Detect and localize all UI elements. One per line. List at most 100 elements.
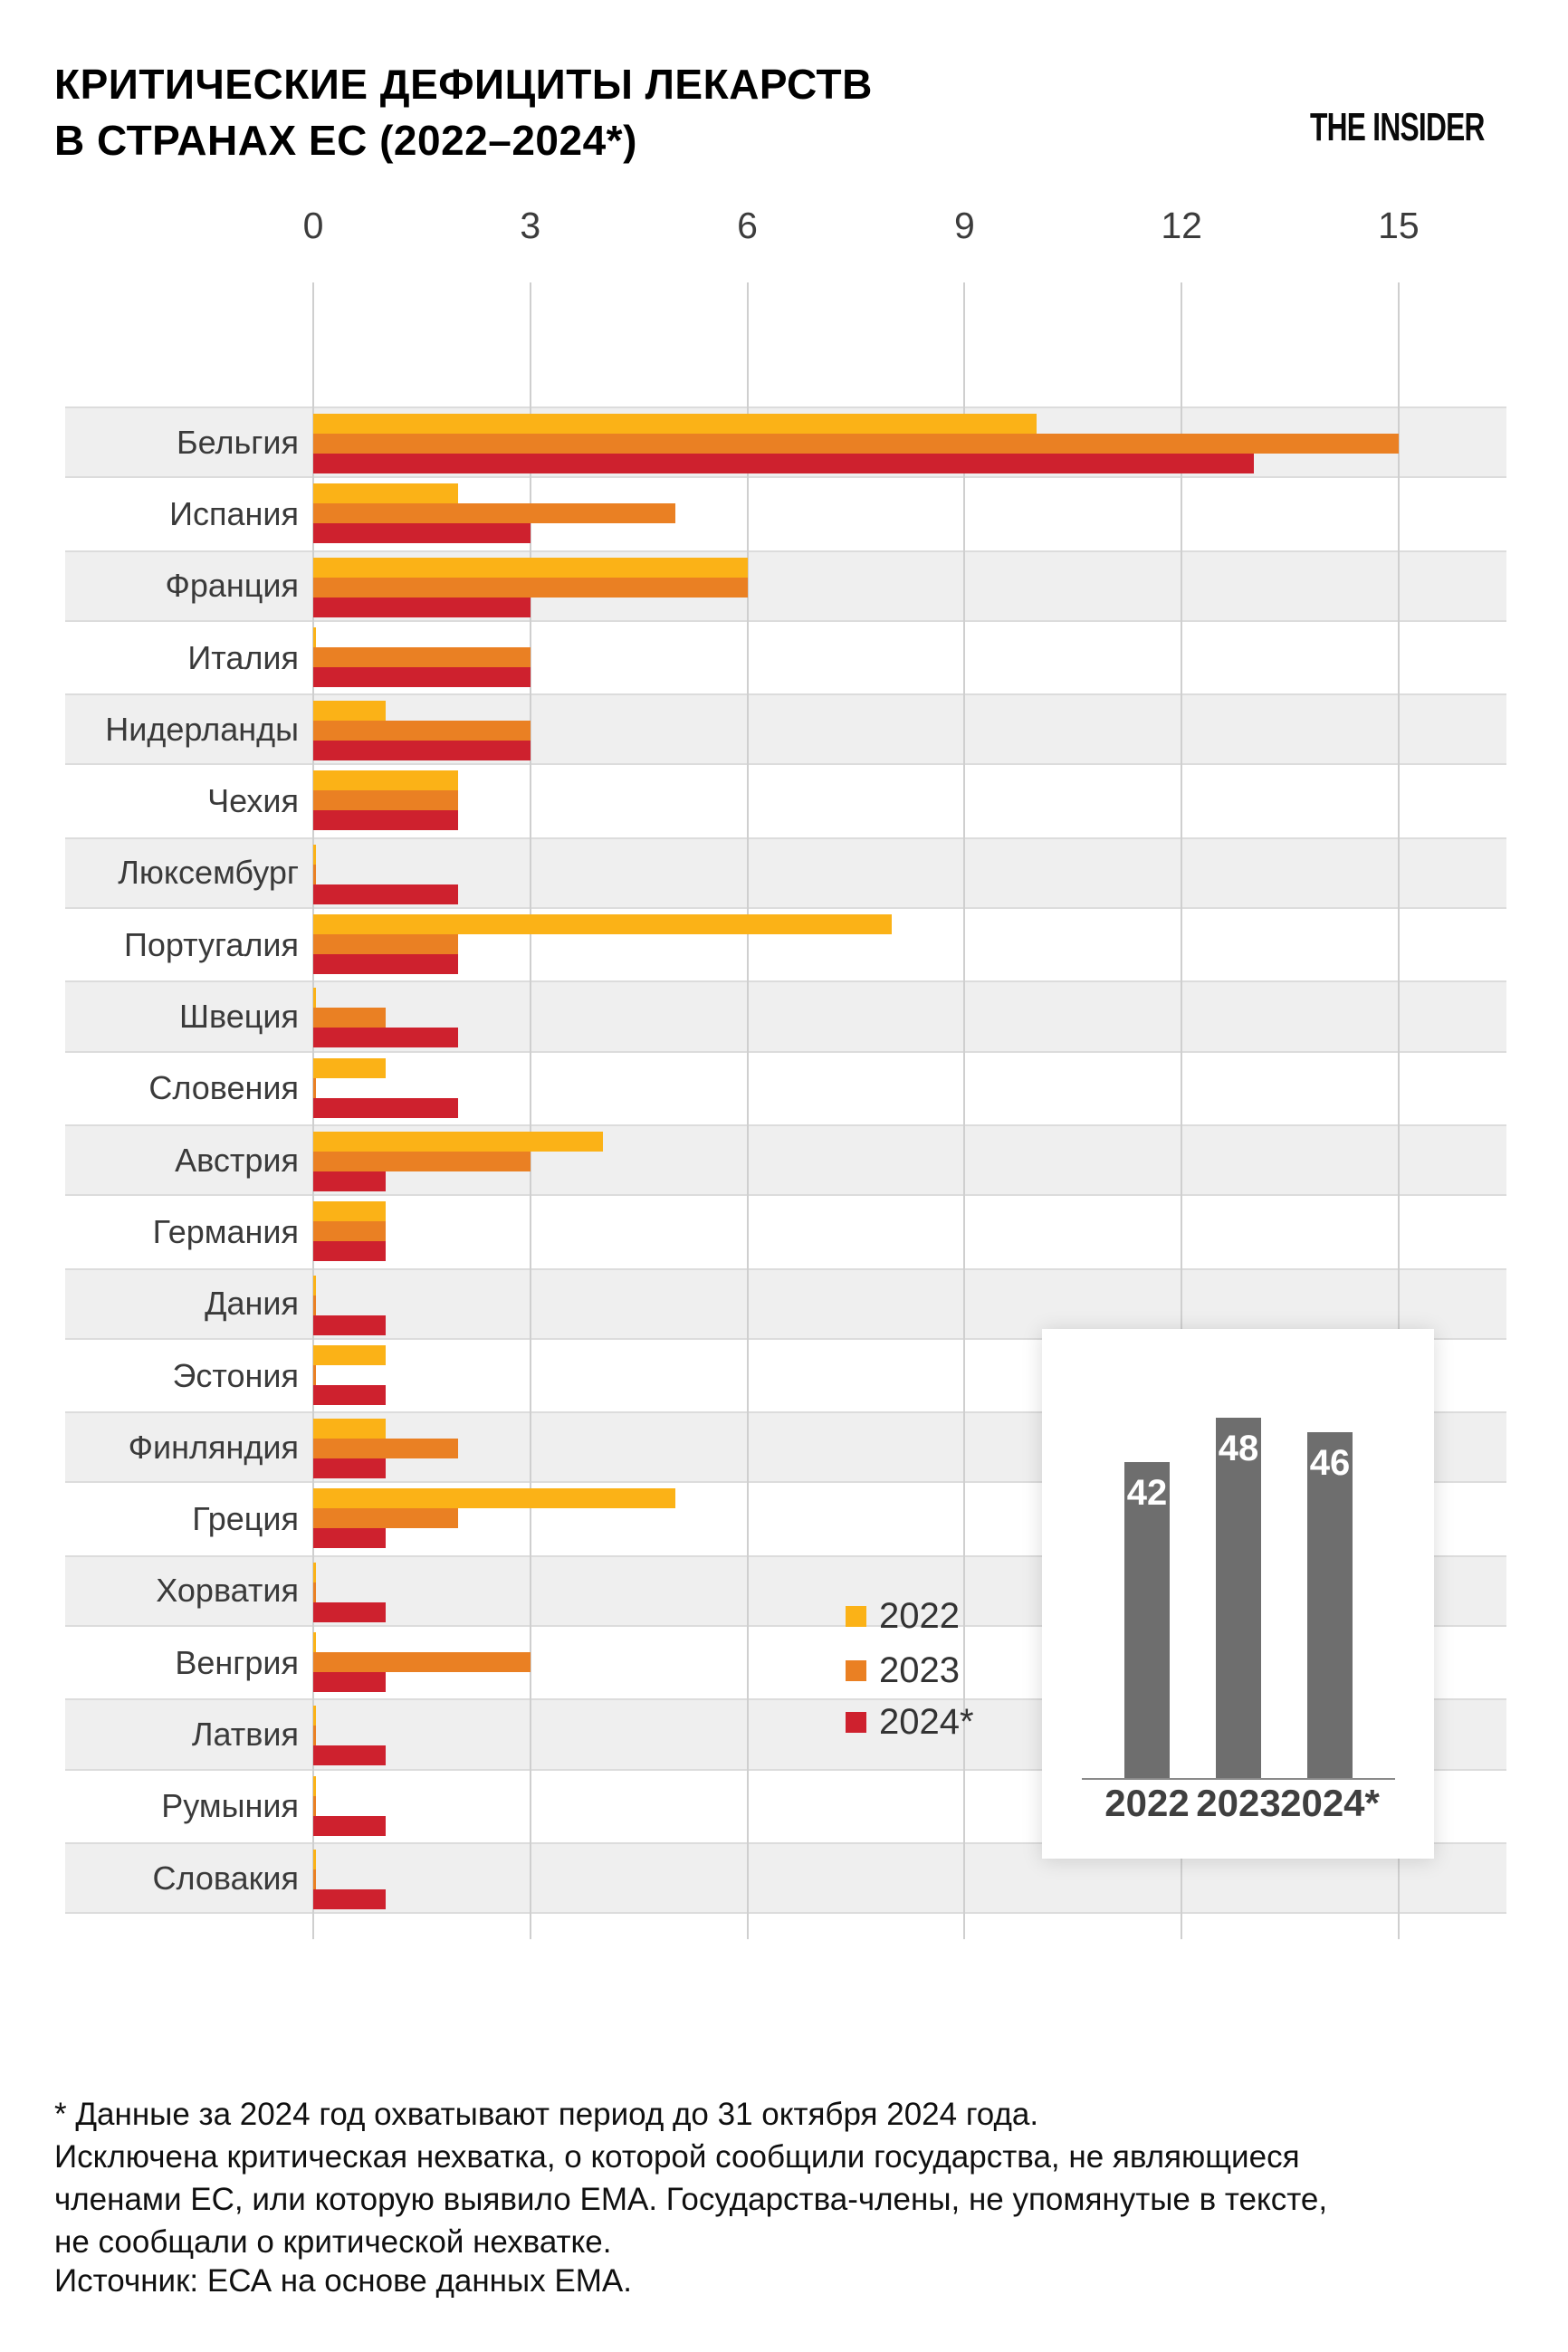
legend-item: 2022 [846,1596,960,1637]
bar-2024 [313,1458,386,1479]
bar-2022 [313,557,748,578]
bar-2024 [313,523,531,544]
country-label: Словакия [152,1859,299,1897]
bar-2024 [313,954,458,975]
bar-2022 [313,1706,316,1726]
bar-2023 [313,434,1399,454]
bar-2023 [313,1295,316,1315]
table-row: Чехия [65,765,1506,837]
bar-2022 [313,770,458,791]
inset-bar-value: 42 [1126,1473,1168,1514]
bar-2024 [313,1672,386,1693]
inset-category-label: 2023 [1196,1782,1281,1824]
bar-2023 [313,1151,531,1171]
bar-2023 [313,1726,316,1746]
bar-chart-rows: Бельгия Испания Франция Италия Нидерланды Чех… [65,406,1506,1915]
bar-2022 [313,1419,386,1439]
country-label: Бельгия [177,423,299,461]
table-row: Дания [65,1267,1506,1340]
bar-2023 [313,1795,316,1816]
bar-group [313,1419,458,1479]
bar-group [313,1057,458,1118]
bar-group [313,1201,386,1262]
bar-group [313,483,675,544]
legend-label: 2024* [879,1702,974,1742]
bar-2022 [313,988,316,1009]
legend-item: 2023 [846,1650,960,1691]
bar-2024 [313,1028,458,1048]
country-label: Венгрия [175,1643,299,1681]
bar-2022 [313,1632,316,1653]
bar-2024 [313,1528,386,1549]
table-row: Италия [65,622,1506,693]
country-label: Чехия [207,782,299,820]
gridline [1397,282,1400,1939]
gridline [963,282,966,1939]
bar-2022 [313,1562,316,1582]
bar-group [313,557,748,617]
country-label: Словения [148,1069,299,1107]
the-insider-logo: THE INSIDER [1310,105,1485,149]
bar-2023 [313,1508,458,1529]
bar-group [313,1131,603,1191]
x-axis-tick: 15 [1378,205,1420,246]
bar-group [313,1562,386,1622]
country-label: Швеция [179,998,299,1036]
bar-2024 [313,1315,386,1335]
bar-2024 [313,1384,386,1405]
inset-bar: 48 [1216,1417,1261,1778]
bar-2024 [313,810,458,831]
country-label: Греция [192,1500,299,1538]
bar-group [313,988,458,1048]
country-label: Нидерланды [105,710,299,748]
legend-swatch [846,1660,866,1681]
inset-bar: 46 [1307,1432,1353,1778]
bar-group [313,626,531,687]
country-label: Латвия [191,1715,299,1753]
bar-2024 [313,741,531,761]
table-row: Румыния [65,1771,1506,1842]
x-axis-tick: 12 [1161,205,1202,246]
table-row: Словения [65,1053,1506,1124]
table-row: Австрия [65,1123,1506,1197]
bar-2023 [313,1364,316,1385]
bar-2022 [313,414,1037,434]
table-row: Швеция [65,980,1506,1053]
footnote-line: * Данные за 2024 год охватывают период д… [54,2097,1039,2132]
country-label: Испания [169,494,299,532]
bar-2023 [313,1008,386,1028]
bar-2024 [313,597,531,617]
bar-2024 [313,1815,386,1836]
bar-group [313,1275,386,1335]
country-label: Эстония [172,1356,299,1394]
bar-2022 [313,1344,386,1365]
inset-bar-value: 46 [1309,1443,1351,1484]
bar-group [313,914,893,975]
table-row: Эстония [65,1340,1506,1411]
country-label: Люксембург [118,854,299,892]
inset-baseline [1082,1778,1395,1780]
x-axis-tick: 9 [953,205,975,246]
table-row: Нидерланды [65,693,1506,766]
bar-2023 [313,790,458,811]
table-row: Франция [65,550,1506,622]
x-axis-tick: 0 [302,205,324,246]
legend-swatch [846,1606,866,1627]
table-row: Германия [65,1196,1506,1267]
legend-item: 2024* [846,1702,974,1743]
bar-2023 [313,1869,316,1889]
gridline [746,282,749,1939]
bar-2023 [313,721,531,741]
bar-2022 [313,844,316,865]
bar-2022 [313,626,316,647]
footnote-line: Исключена критическая нехватка, о которо… [54,2139,1300,2175]
bar-group [313,414,1399,473]
bar-group [313,1775,386,1836]
bar-2022 [313,483,458,504]
bar-2022 [313,1057,386,1078]
table-row: Испания [65,478,1506,550]
table-row: Греция [65,1483,1506,1554]
page-title: КРИТИЧЕСКИЕ ДЕФИЦИТЫ ЛЕКАРСТВ В СТРАНАХ … [54,61,873,164]
bar-2024 [313,1171,386,1191]
bar-group [313,1849,386,1909]
